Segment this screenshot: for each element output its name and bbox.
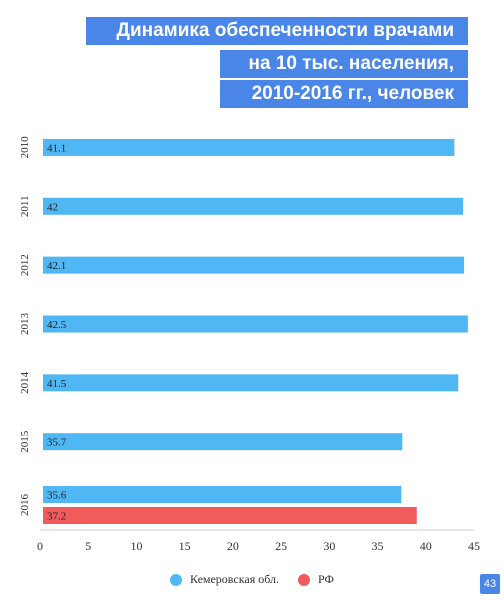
y-category-label: 2016 (19, 494, 31, 517)
chart-title-line-3: 2010-2016 гг., человек (220, 80, 468, 108)
bar-2015-kemerovo (43, 433, 403, 451)
x-tick-label: 15 (179, 539, 191, 553)
x-tick-label: 20 (227, 539, 239, 553)
x-tick-label: 25 (275, 539, 287, 553)
x-tick-label: 10 (130, 539, 142, 553)
legend-label-rf: РФ (318, 572, 334, 586)
bar-value-label: 41.5 (47, 378, 67, 390)
legend-label-kemerovo: Кемеровская обл. (190, 572, 280, 586)
bar-value-label: 35.7 (47, 437, 67, 449)
bar-2012-kemerovo (43, 256, 465, 274)
bar-2013-kemerovo (43, 315, 468, 333)
x-tick-label: 35 (372, 539, 384, 553)
y-category-label: 2014 (19, 371, 31, 394)
x-tick-label: 0 (37, 539, 43, 553)
bar-2014-kemerovo (43, 374, 459, 392)
y-category-label: 2015 (19, 430, 31, 453)
bar-2011-kemerovo (43, 197, 464, 215)
bar-value-label: 35.6 (47, 490, 67, 502)
bar-2010-kemerovo (43, 138, 455, 156)
bar-value-label: 42.5 (47, 319, 67, 331)
legend-swatch-kemerovo (170, 573, 183, 586)
y-category-label: 2013 (19, 313, 31, 336)
bar-2016-kemerovo (43, 486, 402, 503)
y-category-label: 2010 (19, 136, 31, 159)
bar-value-label: 42.1 (47, 260, 66, 272)
bar-2016-rf (43, 507, 417, 524)
bar-value-label: 42 (47, 201, 58, 213)
legend-item-rf: РФ (298, 572, 334, 587)
chart-title-line-1: Динамика обеспеченности врачами (86, 17, 468, 45)
legend-item-kemerovo: Кемеровская обл. (170, 572, 279, 587)
y-category-label: 2011 (19, 195, 31, 217)
chart-legend: Кемеровская обл. РФ (0, 572, 504, 590)
legend-swatch-rf (298, 573, 311, 586)
x-tick-label: 40 (420, 539, 432, 553)
x-tick-label: 30 (323, 539, 335, 553)
x-tick-label: 5 (85, 539, 91, 553)
y-category-label: 2012 (19, 254, 31, 276)
page-number-badge: 43 (480, 574, 500, 594)
chart-title-line-2: на 10 тыс. населения, (220, 50, 468, 78)
bar-value-label: 37.2 (47, 511, 66, 523)
x-tick-label: 45 (468, 539, 480, 553)
bar-value-label: 41.1 (47, 142, 66, 154)
